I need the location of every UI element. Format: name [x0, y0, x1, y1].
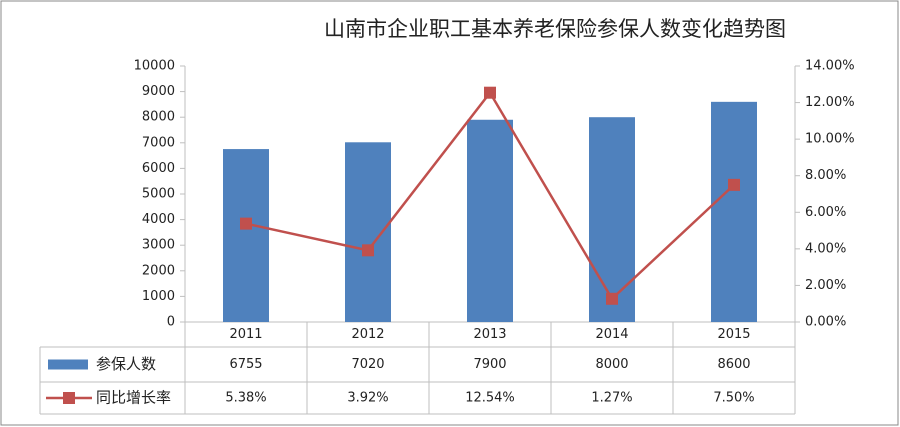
table-value: 12.54%	[465, 391, 515, 406]
bar	[467, 119, 513, 322]
bar	[345, 142, 391, 322]
y2-tick-label: 8.00%	[805, 168, 846, 183]
y-tick-label: 3000	[142, 238, 175, 253]
legend-label: 参保人数	[96, 355, 156, 373]
table-value: 5.38%	[225, 391, 266, 406]
marker	[606, 292, 618, 305]
y-tick-label: 7000	[142, 135, 175, 150]
table-value: 7.50%	[713, 391, 754, 406]
y-tick-label: 4000	[142, 212, 175, 227]
y-tick-label: 2000	[142, 263, 175, 278]
y-tick-label: 0	[167, 315, 175, 330]
x-tick-label: 2014	[595, 327, 628, 342]
table-value: 1.27%	[591, 391, 632, 406]
bar	[589, 117, 635, 322]
marker	[484, 86, 496, 99]
y2-tick-label: 2.00%	[805, 278, 846, 293]
y-tick-label: 1000	[142, 289, 175, 304]
legend-key	[63, 392, 75, 404]
y2-tick-label: 6.00%	[805, 205, 846, 220]
y2-tick-label: 0.00%	[805, 315, 846, 330]
x-tick-label: 2013	[473, 327, 506, 342]
chart-title: 山南市企业职工基本养老保险参保人数变化趋势图	[324, 17, 786, 41]
x-tick-label: 2011	[229, 327, 262, 342]
y-tick-label: 10000	[134, 59, 175, 74]
marker	[728, 178, 740, 191]
table-value: 7020	[351, 357, 384, 372]
table-value: 8600	[717, 357, 750, 372]
y2-tick-label: 14.00%	[805, 59, 855, 74]
y2-tick-label: 12.00%	[805, 95, 855, 110]
y-tick-label: 8000	[142, 110, 175, 125]
table-value: 6755	[229, 357, 262, 372]
table-value: 7900	[473, 357, 506, 372]
y2-tick-label: 4.00%	[805, 241, 846, 256]
legend-key	[48, 359, 88, 370]
y-tick-label: 5000	[142, 187, 175, 202]
y2-tick-label: 10.00%	[805, 132, 855, 147]
x-tick-label: 2015	[717, 327, 750, 342]
marker	[240, 217, 252, 230]
table-value: 3.92%	[347, 391, 388, 406]
marker	[362, 244, 374, 257]
bar	[711, 101, 757, 322]
table-value: 8000	[595, 357, 628, 372]
x-tick-label: 2012	[351, 327, 384, 342]
legend-label: 同比增长率	[96, 389, 171, 407]
y-tick-label: 6000	[142, 161, 175, 176]
y-tick-label: 9000	[142, 84, 175, 99]
bar	[223, 149, 269, 322]
